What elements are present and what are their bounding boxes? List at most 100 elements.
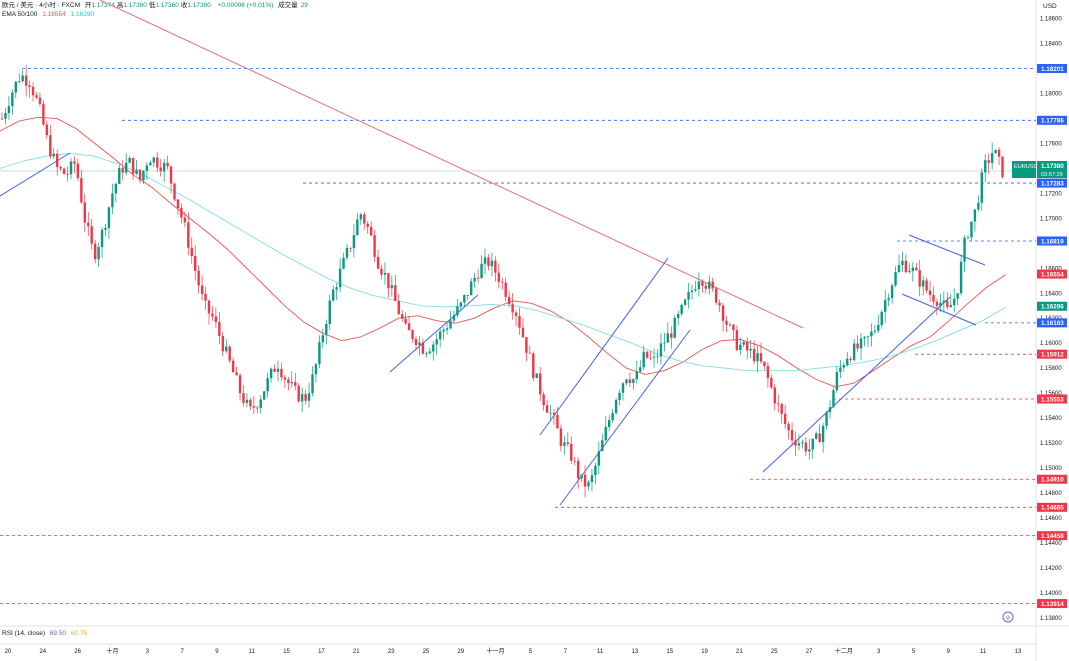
candle-body xyxy=(387,273,390,289)
x-tick-label: 27 xyxy=(806,649,813,655)
candle-body xyxy=(211,313,214,317)
x-tick-label: 26 xyxy=(74,649,81,655)
candle-body xyxy=(925,280,928,291)
candle-body xyxy=(128,157,131,163)
candle-body xyxy=(249,399,252,407)
candle-body xyxy=(504,282,507,298)
ohlc-3: 收1.17380 xyxy=(181,2,211,9)
y-tick-label: 1.14400 xyxy=(1040,541,1062,547)
candle-body xyxy=(797,443,801,446)
ohlc-value: 1.17374 xyxy=(91,2,115,9)
trendline-support-1[interactable] xyxy=(0,152,71,197)
candle-body xyxy=(28,85,31,87)
candle-body xyxy=(473,277,476,282)
trendline-support-3[interactable] xyxy=(762,296,951,473)
rsi-value: 69.50 xyxy=(49,630,67,637)
candle-body xyxy=(908,271,911,273)
candle-body xyxy=(338,268,342,288)
rsi-legend[interactable]: RSI (14, close) 69.50 60.75 xyxy=(2,629,90,638)
candle-body xyxy=(901,260,904,266)
x-tick-label: 十月 xyxy=(106,647,118,655)
flag-upper-line[interactable] xyxy=(908,234,986,266)
ema-slow-value: 1.16290 xyxy=(70,11,95,18)
level-tag xyxy=(1037,394,1067,404)
candle-body xyxy=(946,300,949,308)
level-labels: 1.18201 1.17786 1.17283 1.16819 1.16554 1.162… xyxy=(1037,64,1067,609)
candle-body xyxy=(783,413,787,425)
x-tick-label: 23 xyxy=(388,649,395,655)
flag-lower-line[interactable] xyxy=(901,293,977,326)
candle-body xyxy=(418,342,421,345)
candle-body xyxy=(977,202,980,210)
candle-body xyxy=(380,268,383,275)
downtrend-line[interactable] xyxy=(99,0,804,329)
candle-body xyxy=(476,277,480,279)
candle-body xyxy=(842,365,845,368)
level-tag-text: 1.17283 xyxy=(1041,180,1064,187)
ema-fast-line[interactable] xyxy=(0,116,1007,388)
channel-lower-line[interactable] xyxy=(559,329,691,506)
candle-body xyxy=(83,202,86,223)
bar-countdown: 03:57:29 xyxy=(1041,172,1063,178)
candle-body xyxy=(728,324,732,326)
time-axis[interactable]: 20 24 26 十月 3 7 9 11 15 17 21 23 25 29 十一月 5 7 11 13 15 19 21… xyxy=(5,647,1022,655)
x-tick-label: 9 xyxy=(947,649,951,655)
candle-body xyxy=(45,124,49,136)
ema-label: EMA 50/100 xyxy=(2,11,38,18)
candle-body xyxy=(428,351,431,354)
candle-body xyxy=(821,425,825,443)
candle-body xyxy=(752,349,756,362)
candle-body xyxy=(815,433,818,439)
level-tag xyxy=(1037,236,1067,246)
y-tick-label: 1.14800 xyxy=(1040,491,1062,497)
candle-body xyxy=(532,353,535,378)
candle-body xyxy=(915,267,918,271)
candle-body xyxy=(459,302,463,307)
ema-slow-line[interactable] xyxy=(0,153,1007,372)
alert-icon[interactable] xyxy=(1002,611,1014,623)
current-price: 1.17380 xyxy=(1041,163,1064,170)
level-tag-text: 1.16819 xyxy=(1041,238,1064,245)
candle-body xyxy=(580,474,583,479)
candle-body xyxy=(573,460,576,462)
channel-upper-line[interactable] xyxy=(539,257,669,436)
candle-body xyxy=(366,223,369,227)
candle-body xyxy=(714,288,718,303)
volume-readout: 成交量 29 xyxy=(278,2,311,9)
candle-body xyxy=(721,305,725,321)
candle-body xyxy=(590,475,594,483)
candle-body xyxy=(628,379,632,384)
current-symbol: EURUSD xyxy=(1014,164,1038,170)
candle-body xyxy=(0,118,4,120)
candle-body xyxy=(93,243,97,260)
candle-body xyxy=(656,356,659,358)
candle-body xyxy=(332,289,335,301)
candle-body xyxy=(307,393,311,401)
candle-body xyxy=(570,444,573,461)
candle-body xyxy=(294,381,297,386)
candle-body xyxy=(863,337,866,339)
candle-body xyxy=(187,222,190,248)
current-price-box xyxy=(1037,161,1067,178)
candle-body xyxy=(411,330,414,340)
candle-body xyxy=(921,280,925,287)
candle-body xyxy=(507,297,511,305)
x-tick-label: 21 xyxy=(353,649,360,655)
ema-legend[interactable]: EMA 50/100 1.16554 1.16290 xyxy=(2,10,97,19)
candle-body xyxy=(173,183,176,200)
candle-body xyxy=(987,160,990,163)
alert-marker[interactable]: ⊘ xyxy=(1002,611,1014,623)
candle-body xyxy=(501,281,504,283)
trendline-support-2[interactable] xyxy=(389,294,479,373)
candle-body xyxy=(645,351,649,358)
level-tag-text: 1.16554 xyxy=(1041,271,1064,278)
candle-body xyxy=(349,247,352,249)
candle-body xyxy=(539,373,542,395)
candle-body xyxy=(818,433,821,443)
y-tick-label: 1.16400 xyxy=(1040,291,1062,297)
candle-body xyxy=(118,168,121,184)
x-tick-label: 13 xyxy=(1015,649,1022,655)
candle-body xyxy=(808,449,811,452)
candle-body xyxy=(866,336,870,338)
